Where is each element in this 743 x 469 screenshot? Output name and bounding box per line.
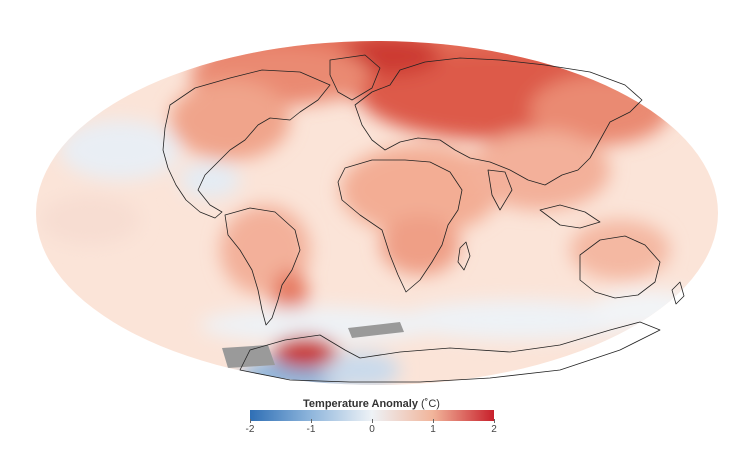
legend-tick-label: 2 (491, 424, 497, 435)
legend-tick-mark (432, 419, 434, 423)
legend-tick-mark (310, 419, 312, 423)
legend-tick-label: -1 (306, 424, 316, 435)
africa-outline (337, 159, 463, 293)
indonesia-outline (539, 204, 601, 229)
australia-outline (579, 235, 661, 299)
antarctica-outline (239, 321, 661, 383)
legend-unit: (˚C) (421, 398, 440, 410)
legend-tick-mark (493, 419, 495, 423)
eurasia-outline (354, 57, 643, 186)
legend-color-bar (250, 410, 494, 421)
greenland-outline (329, 54, 381, 101)
new-zealand-outline (671, 281, 685, 305)
legend-tick-mark (249, 419, 251, 423)
legend-tick-mark (371, 419, 373, 423)
legend-tick-label: -2 (245, 424, 255, 435)
legend-tick-label: 1 (430, 424, 436, 435)
india-outline (487, 169, 513, 211)
south-america-outline (224, 207, 301, 326)
legend-title: Temperature Anomaly (˚C) (0, 398, 743, 410)
madagascar-outline (457, 241, 471, 271)
north-america-outline (162, 69, 331, 219)
coastlines (162, 54, 685, 383)
legend-tick-label: 0 (369, 424, 375, 435)
legend-title-text: Temperature Anomaly (303, 398, 418, 410)
